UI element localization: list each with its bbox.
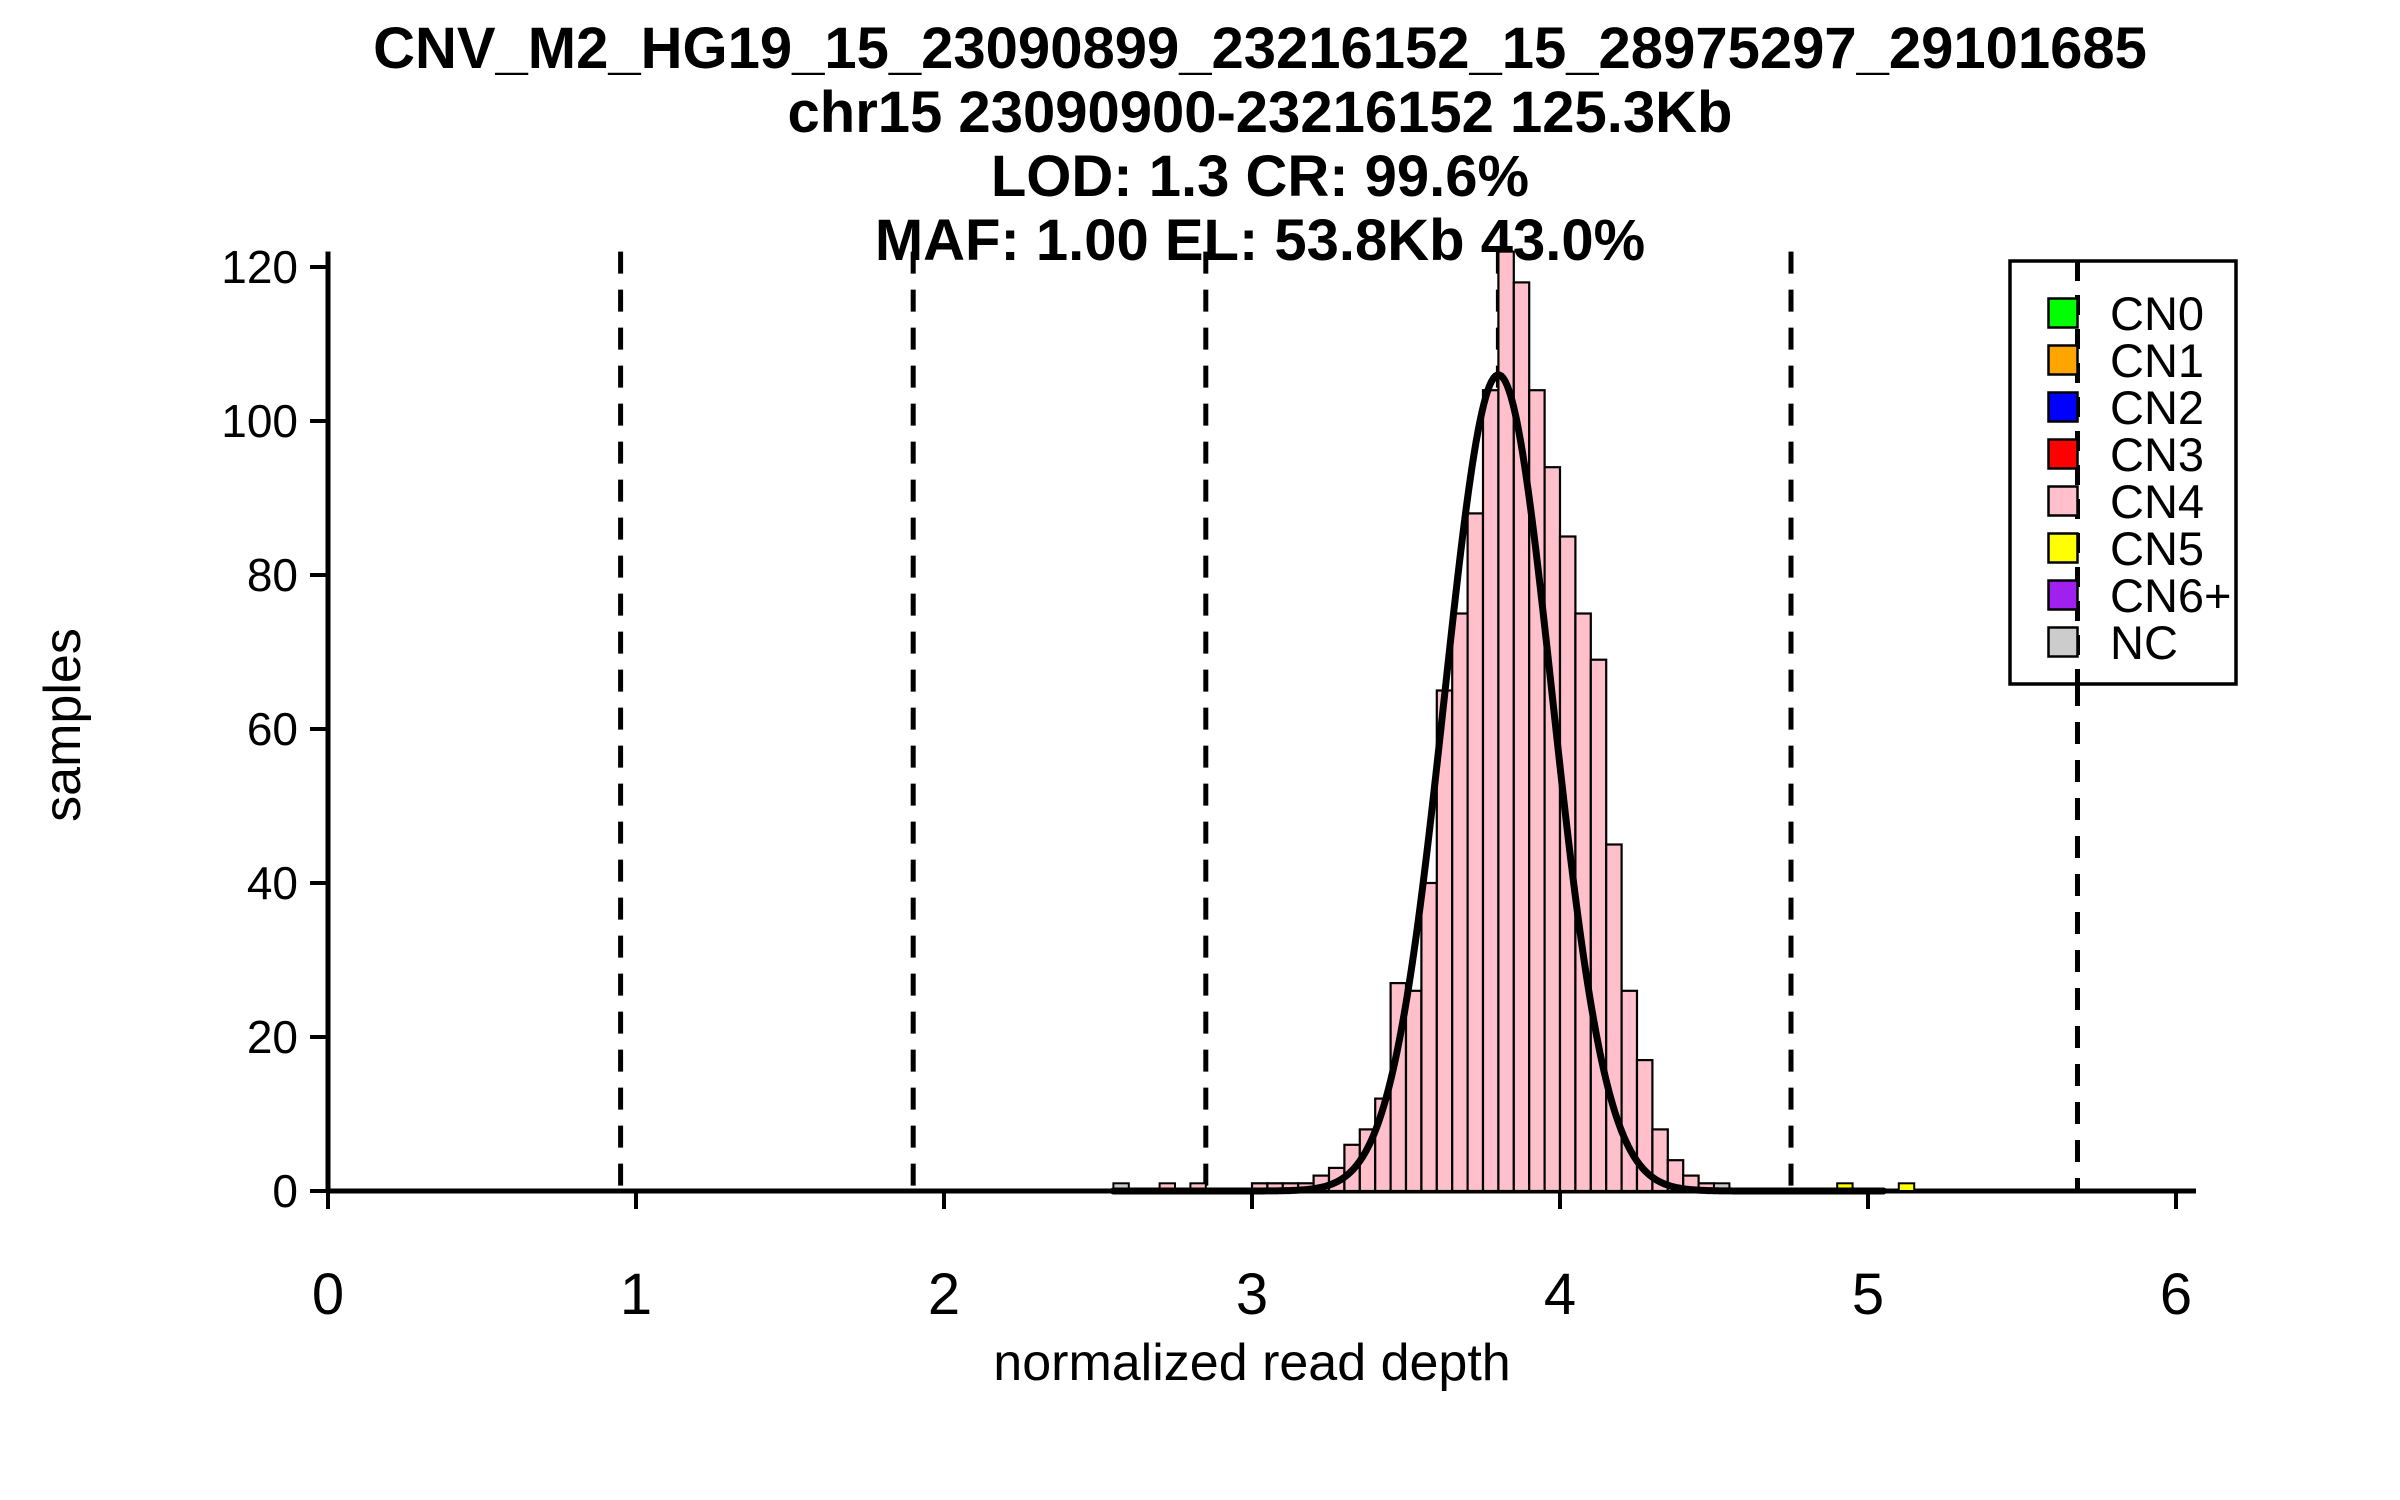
- svg-text:3: 3: [1236, 1262, 1268, 1327]
- svg-text:samples: samples: [34, 628, 92, 822]
- svg-text:4: 4: [1544, 1262, 1576, 1327]
- svg-text:CN0: CN0: [2110, 287, 2204, 340]
- svg-text:120: 120: [221, 241, 298, 293]
- svg-text:normalized read depth: normalized read depth: [993, 1334, 1510, 1392]
- svg-text:5: 5: [1852, 1262, 1884, 1327]
- svg-text:CN2: CN2: [2110, 381, 2204, 434]
- svg-text:40: 40: [247, 857, 298, 909]
- svg-text:CN6+: CN6+: [2110, 569, 2231, 622]
- svg-text:80: 80: [247, 549, 298, 601]
- svg-text:20: 20: [247, 1011, 298, 1063]
- svg-text:CNV_M2_HG19_15_23090899_232161: CNV_M2_HG19_15_23090899_23216152_15_2897…: [373, 16, 2147, 81]
- svg-text:0: 0: [272, 1165, 298, 1217]
- svg-text:LOD: 1.3 CR: 99.6%: LOD: 1.3 CR: 99.6%: [991, 144, 1529, 209]
- svg-text:CN1: CN1: [2110, 334, 2204, 387]
- svg-text:6: 6: [2160, 1262, 2192, 1327]
- svg-text:MAF: 1.00 EL: 53.8Kb 43.0%: MAF: 1.00 EL: 53.8Kb 43.0%: [875, 208, 1645, 273]
- svg-text:CN4: CN4: [2110, 475, 2204, 528]
- svg-text:chr15 23090900-23216152 125.3K: chr15 23090900-23216152 125.3Kb: [788, 80, 1733, 145]
- svg-text:CN5: CN5: [2110, 522, 2204, 575]
- svg-text:100: 100: [221, 395, 298, 447]
- svg-text:0: 0: [312, 1262, 344, 1327]
- svg-text:2: 2: [928, 1262, 960, 1327]
- svg-text:NC: NC: [2110, 616, 2178, 669]
- svg-text:60: 60: [247, 703, 298, 755]
- svg-text:1: 1: [620, 1262, 652, 1327]
- svg-text:CN3: CN3: [2110, 428, 2204, 481]
